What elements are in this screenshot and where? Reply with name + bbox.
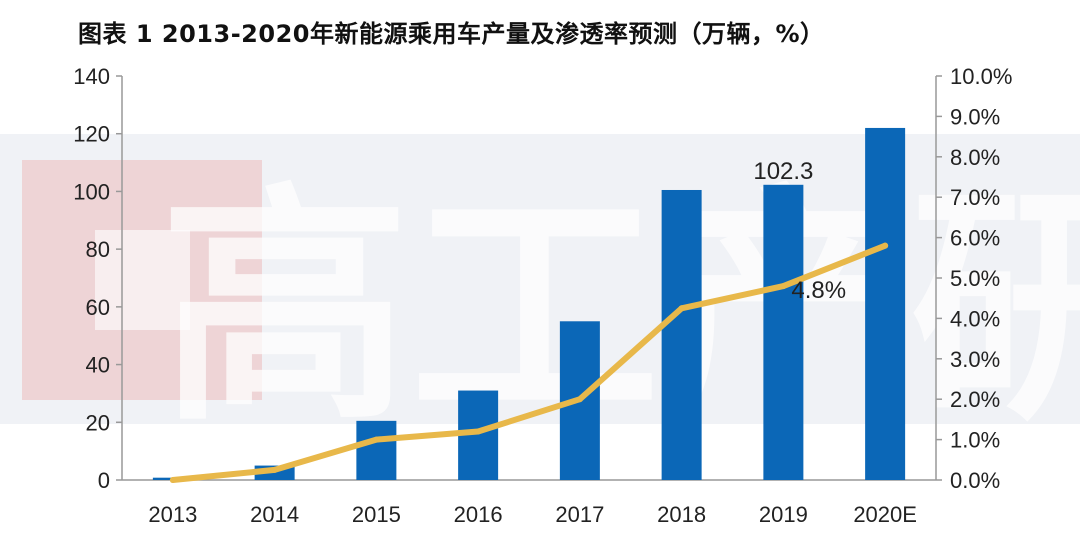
y-left-tick-label: 100 bbox=[73, 179, 110, 204]
axes: 0 20 40 60 80 100 120 140 0.0% 1.0% 2.0% 3.0% 4.0% 5.… bbox=[73, 64, 1012, 527]
y-left-tick-label: 60 bbox=[86, 295, 110, 320]
labels: 102.3 4.8% bbox=[753, 158, 846, 304]
data-label: 102.3 bbox=[753, 158, 813, 185]
bar bbox=[661, 189, 702, 480]
bar bbox=[356, 420, 397, 480]
watermark: 高工产研 bbox=[0, 134, 1080, 454]
line-point bbox=[169, 477, 176, 483]
y-right-tick-label: 1.0% bbox=[950, 428, 1000, 453]
line-point bbox=[678, 305, 685, 312]
penetration-line bbox=[169, 242, 889, 483]
x-tick-label: 2020E bbox=[853, 502, 917, 527]
x-tick-label: 2016 bbox=[454, 502, 503, 527]
line-point bbox=[576, 396, 583, 403]
line-point bbox=[780, 283, 787, 290]
x-tick-label: 2015 bbox=[352, 502, 401, 527]
y-left-tick-label: 20 bbox=[86, 410, 110, 435]
line-point bbox=[271, 466, 278, 473]
chart-title: 图表 1 2013-2020年新能源乘用车产量及渗透率预测（万辆，%） bbox=[78, 20, 825, 48]
y-right-tick-label: 6.0% bbox=[950, 226, 1000, 251]
line-point bbox=[882, 242, 889, 249]
bar bbox=[763, 184, 804, 480]
y-right-tick-label: 8.0% bbox=[950, 145, 1000, 170]
data-label: 4.8% bbox=[791, 277, 846, 304]
x-tick-label: 2018 bbox=[657, 502, 706, 527]
y-left-tick-label: 0 bbox=[98, 468, 110, 493]
y-right-tick-label: 7.0% bbox=[950, 185, 1000, 210]
y-right-tick-label: 2.0% bbox=[950, 387, 1000, 412]
line-point bbox=[475, 428, 482, 435]
y-right-tick-label: 5.0% bbox=[950, 266, 1000, 291]
y-right-tick-label: 3.0% bbox=[950, 347, 1000, 372]
y-left-tick-label: 120 bbox=[73, 122, 110, 147]
y-left-tick-label: 140 bbox=[73, 64, 110, 89]
y-right-tick-label: 4.0% bbox=[950, 306, 1000, 331]
watermark-logo-inner bbox=[95, 230, 190, 330]
x-tick-label: 2017 bbox=[555, 502, 604, 527]
line-point bbox=[373, 436, 380, 443]
bar bbox=[865, 127, 906, 480]
line-series bbox=[169, 242, 889, 483]
x-tick-label: 2019 bbox=[759, 502, 808, 527]
watermark-text: 高工产研 bbox=[160, 163, 1080, 454]
y-left-tick-label: 40 bbox=[86, 353, 110, 378]
y-left-tick-label: 80 bbox=[86, 237, 110, 262]
y-right-tick-label: 10.0% bbox=[950, 64, 1012, 89]
x-tick-label: 2013 bbox=[148, 502, 197, 527]
y-right-tick-label: 0.0% bbox=[950, 468, 1000, 493]
y-right-tick-label: 9.0% bbox=[950, 104, 1000, 129]
x-tick-label: 2014 bbox=[250, 502, 299, 527]
